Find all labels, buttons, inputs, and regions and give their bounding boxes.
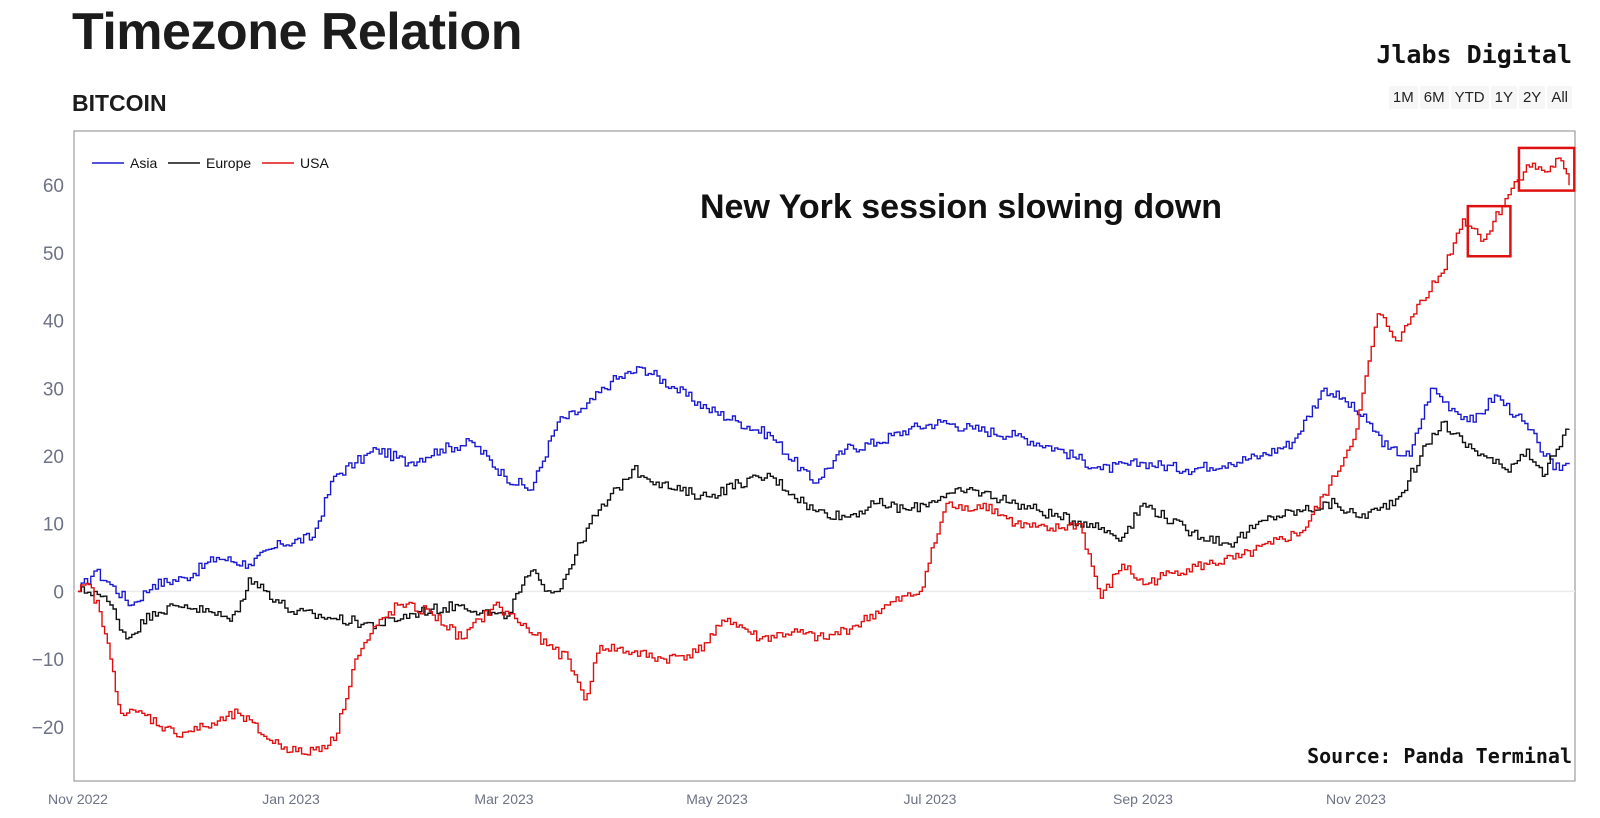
chart-subtitle: BITCOIN: [72, 90, 167, 116]
legend-label-europe[interactable]: Europe: [206, 155, 251, 171]
x-tick-label: Nov 2022: [48, 791, 108, 807]
range-button-2y[interactable]: 2Y: [1518, 86, 1546, 109]
highlight-box: [1466, 204, 1512, 258]
y-tick-label: 10: [43, 515, 64, 536]
series-line-asia: [78, 366, 1570, 607]
y-tick-label: 40: [43, 312, 64, 333]
legend-label-asia[interactable]: Asia: [130, 155, 157, 171]
y-tick-label: 0: [53, 582, 64, 603]
y-tick-label: −20: [32, 718, 64, 739]
y-tick-label: 50: [43, 244, 64, 265]
y-axis: 60 50 40 30 20 10 0 −10 −20: [32, 176, 64, 739]
x-tick-label: May 2023: [686, 791, 748, 807]
highlight-boxes: [1466, 146, 1576, 258]
legend: Asia Europe USA: [92, 155, 329, 171]
range-button-1y[interactable]: 1Y: [1490, 86, 1517, 109]
y-tick-label: 20: [43, 447, 64, 468]
x-tick-label: Jan 2023: [262, 791, 320, 807]
page-title: Timezone Relation: [72, 3, 522, 61]
y-tick-label: 30: [43, 379, 64, 400]
series-line-europe: [78, 420, 1570, 640]
x-tick-label: Jul 2023: [904, 791, 957, 807]
chart-annotation: New York session slowing down: [700, 188, 1223, 226]
legend-label-usa[interactable]: USA: [300, 155, 329, 171]
range-button-ytd[interactable]: YTD: [1450, 86, 1489, 109]
x-axis: Nov 2022 Jan 2023 Mar 2023 May 2023 Jul 2023…: [48, 791, 1386, 807]
plot-area: [73, 130, 1576, 782]
y-tick-label: 60: [43, 176, 64, 197]
source-label: Source: Panda Terminal: [1307, 744, 1572, 768]
series-layer: [78, 157, 1570, 756]
x-tick-label: Sep 2023: [1113, 791, 1173, 807]
y-tick-label: −10: [32, 650, 64, 671]
range-selector: 1M 6M YTD 1Y 2Y All: [1388, 86, 1572, 109]
x-tick-label: Mar 2023: [474, 791, 533, 807]
x-tick-label: Nov 2023: [1326, 791, 1386, 807]
range-button-6m[interactable]: 6M: [1419, 86, 1449, 109]
brand-label: Jlabs Digital: [1376, 40, 1572, 69]
range-button-all[interactable]: All: [1547, 86, 1572, 109]
range-button-1m[interactable]: 1M: [1388, 86, 1418, 109]
series-line-usa: [78, 157, 1570, 756]
highlight-box: [1517, 146, 1576, 192]
